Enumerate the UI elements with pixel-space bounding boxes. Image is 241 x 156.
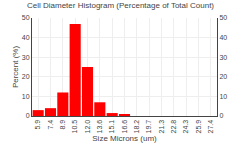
svg-text:24.3: 24.3 xyxy=(182,120,189,134)
svg-text:20: 20 xyxy=(22,73,30,80)
svg-text:7.4: 7.4 xyxy=(47,120,54,130)
svg-text:27.4: 27.4 xyxy=(207,120,214,134)
svg-text:30: 30 xyxy=(219,54,227,61)
svg-text:13.6: 13.6 xyxy=(96,120,103,134)
svg-text:15.1: 15.1 xyxy=(108,120,115,134)
svg-text:Percent (%): Percent (%) xyxy=(11,46,20,89)
svg-text:21.3: 21.3 xyxy=(158,120,165,134)
svg-text:40: 40 xyxy=(219,34,227,41)
svg-text:8.9: 8.9 xyxy=(59,120,66,130)
svg-text:22.8: 22.8 xyxy=(170,120,177,134)
svg-text:0: 0 xyxy=(219,112,223,119)
svg-text:12.0: 12.0 xyxy=(84,120,91,134)
svg-text:40: 40 xyxy=(22,34,30,41)
svg-text:0: 0 xyxy=(26,112,30,119)
svg-text:Cell Diameter Histogram (Perce: Cell Diameter Histogram (Percentage of T… xyxy=(27,1,214,10)
svg-text:10.5: 10.5 xyxy=(71,120,78,134)
svg-text:19.7: 19.7 xyxy=(145,120,152,134)
svg-text:Size Microns (um): Size Microns (um) xyxy=(92,134,157,143)
svg-text:18.2: 18.2 xyxy=(133,120,140,134)
svg-text:5.9: 5.9 xyxy=(34,120,41,130)
svg-text:25.9: 25.9 xyxy=(195,120,202,134)
svg-text:16.6: 16.6 xyxy=(121,120,128,134)
svg-text:30: 30 xyxy=(22,54,30,61)
svg-text:50: 50 xyxy=(22,14,30,21)
svg-text:20: 20 xyxy=(219,73,227,80)
svg-text:10: 10 xyxy=(219,93,227,100)
svg-text:50: 50 xyxy=(219,14,227,21)
svg-text:10: 10 xyxy=(22,93,30,100)
